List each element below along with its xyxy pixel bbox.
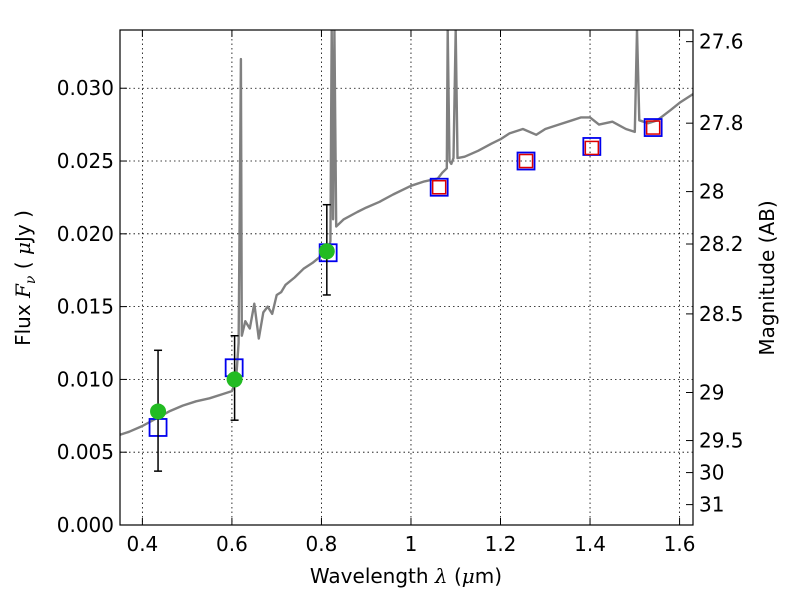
observed-point bbox=[226, 371, 243, 388]
x-tick-label: 1.2 bbox=[485, 532, 517, 556]
model-photometry-blue-marker bbox=[429, 177, 449, 197]
y-axis-title-unit-symbol: μ bbox=[11, 242, 35, 255]
x-axis-title-symbol: λ bbox=[434, 564, 448, 588]
model-photometry-blue-marker bbox=[516, 151, 536, 171]
y2-tick-label: 28 bbox=[699, 180, 724, 204]
x-tick-label: 0.4 bbox=[126, 532, 158, 556]
y2-tick-label: 29 bbox=[699, 381, 724, 405]
x-tick-label: 1 bbox=[405, 532, 418, 556]
model-photometry-blue-marker bbox=[643, 118, 663, 137]
y-axis-title-symbol: F bbox=[11, 283, 35, 299]
observed-point bbox=[318, 243, 335, 260]
x-tick-label: 1.6 bbox=[664, 532, 696, 556]
model-photometry-red-marker bbox=[431, 179, 447, 195]
x-axis-title-prefix: Wavelength bbox=[310, 564, 435, 588]
y-tick-label: 0.020 bbox=[57, 222, 114, 246]
x-tick-label: 0.6 bbox=[216, 532, 248, 556]
x-tick-label: 1.4 bbox=[574, 532, 606, 556]
y-tick-label: 0.010 bbox=[57, 367, 114, 391]
y-axis-title-prefix: Flux bbox=[11, 298, 35, 346]
y2-tick-label: 31 bbox=[699, 493, 724, 517]
x-axis-title-unit-open: ( bbox=[448, 564, 462, 588]
y2-tick-label: 27.6 bbox=[699, 30, 744, 54]
y-axis-title: Flux Fν ( μJy ) bbox=[11, 210, 39, 346]
ticks: 0.4 0.6 0.8 1 1.2 1.4 1.6 0.000 0.005 0.010 0.015 0… bbox=[57, 30, 744, 556]
y-tick-label: 0.005 bbox=[57, 440, 114, 464]
plot-area bbox=[120, 30, 693, 525]
x-axis-title-unit-symbol: μ bbox=[462, 564, 475, 588]
y2-tick-label: 29.5 bbox=[699, 429, 744, 453]
y-tick-label: 0.015 bbox=[57, 295, 114, 319]
x-axis-title: Wavelength λ (μm) bbox=[310, 564, 502, 588]
x-tick-label: 0.8 bbox=[306, 532, 338, 556]
y2-axis-title: Magnitude (AB) bbox=[755, 200, 779, 355]
grid bbox=[120, 30, 693, 525]
y-tick-label: 0.000 bbox=[57, 513, 114, 537]
series-layer bbox=[120, 30, 693, 472]
x-axis-title-unit-rest: m) bbox=[475, 564, 502, 588]
spectrum-line bbox=[120, 30, 693, 436]
model-photometry-red-marker bbox=[584, 140, 600, 156]
model-photometry-red-marker bbox=[645, 120, 661, 135]
y-tick-label: 0.030 bbox=[57, 76, 114, 100]
y2-tick-label: 28.2 bbox=[699, 232, 744, 256]
y-axis-title-unit-rest: Jy ) bbox=[11, 210, 35, 244]
y2-tick-label: 28.5 bbox=[699, 302, 744, 326]
y2-tick-label: 30 bbox=[699, 461, 724, 485]
y2-tick-label: 27.8 bbox=[699, 111, 744, 135]
observed-point bbox=[150, 403, 167, 420]
model-photometry-red-marker bbox=[518, 153, 534, 169]
y-axis-title-unit-open: ( bbox=[11, 255, 35, 276]
y-axis-title-subscript: ν bbox=[23, 275, 39, 284]
y-tick-label: 0.025 bbox=[57, 149, 114, 173]
plot-frame bbox=[119, 29, 694, 526]
